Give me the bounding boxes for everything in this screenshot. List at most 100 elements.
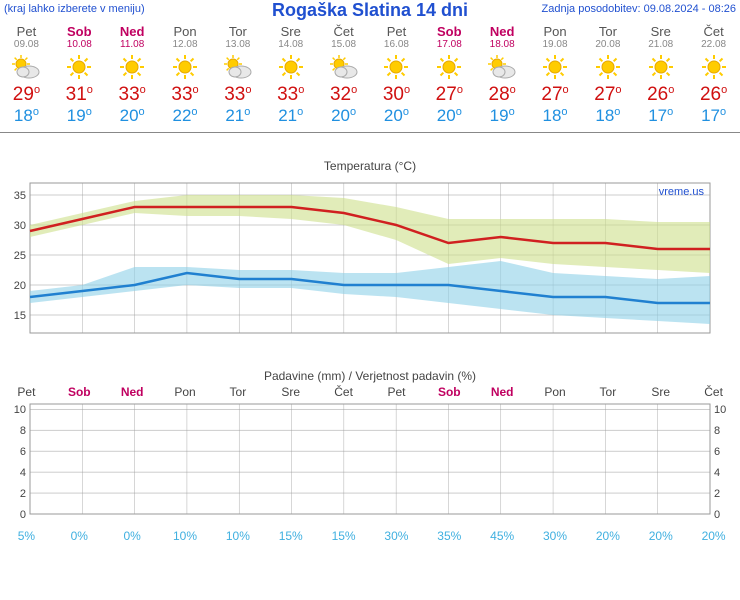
precip-probability: 20%: [687, 529, 740, 543]
svg-text:6: 6: [20, 446, 26, 458]
high-temp: 33o: [106, 84, 159, 106]
day-date: 09.08: [0, 39, 53, 50]
forecast-row: Pet09.0829o18oSob10.0831o19oNed11.0833o2…: [0, 22, 740, 133]
day-date: 15.08: [317, 39, 370, 50]
day-date: 18.08: [476, 39, 529, 50]
day-name: Čet: [317, 24, 370, 39]
sun-cloud-icon: [211, 50, 264, 84]
day-date: 19.08: [529, 39, 582, 50]
low-temp: 18o: [529, 106, 582, 126]
day-date: 12.08: [159, 39, 212, 50]
precip-probability: 10%: [159, 529, 212, 543]
precip-probability: 30%: [370, 529, 423, 543]
sun-icon: [53, 50, 106, 84]
high-temp: 33o: [264, 84, 317, 106]
svg-text:25: 25: [14, 250, 26, 262]
precip-probability: 45%: [476, 529, 529, 543]
precip-probability: 20%: [634, 529, 687, 543]
precip-probability: 20%: [581, 529, 634, 543]
day-name: Pet: [370, 24, 423, 39]
day-date: 21.08: [634, 39, 687, 50]
day-col: Ned18.0828o19o: [476, 22, 529, 132]
high-temp: 31o: [53, 84, 106, 106]
precip-day-label: Tor: [581, 385, 634, 399]
day-date: 22.08: [687, 39, 740, 50]
precip-probability: 10%: [211, 529, 264, 543]
day-col: Sre14.0833o21o: [264, 22, 317, 132]
precip-day-label: Čet: [687, 385, 740, 399]
precip-day-label: Pet: [0, 385, 53, 399]
low-temp: 18o: [581, 106, 634, 126]
precip-days-row: PetSobNedPonTorSreČetPetSobNedPonTorSreČ…: [0, 385, 740, 399]
low-temp: 19o: [53, 106, 106, 126]
precip-day-label: Sre: [264, 385, 317, 399]
svg-text:10: 10: [714, 404, 726, 416]
high-temp: 27o: [423, 84, 476, 106]
sun-icon: [423, 50, 476, 84]
svg-text:2: 2: [714, 488, 720, 500]
sun-icon: [581, 50, 634, 84]
svg-text:2: 2: [20, 488, 26, 500]
precip-day-label: Sob: [53, 385, 106, 399]
day-col: Ned11.0833o20o: [106, 22, 159, 132]
day-col: Sre21.0826o17o: [634, 22, 687, 132]
svg-text:30: 30: [14, 220, 26, 232]
day-name: Čet: [687, 24, 740, 39]
day-col: Pon19.08 27o18o: [529, 22, 582, 132]
precip-day-label: Pet: [370, 385, 423, 399]
precip-day-label: Pon: [159, 385, 212, 399]
day-col: Čet22.0826o17o: [687, 22, 740, 132]
precip-chart-title: Padavine (mm) / Verjetnost padavin (%): [0, 369, 740, 383]
svg-text:vreme.us: vreme.us: [659, 186, 705, 198]
high-temp: 26o: [634, 84, 687, 106]
high-temp: 33o: [159, 84, 212, 106]
day-date: 20.08: [581, 39, 634, 50]
precip-probability: 15%: [317, 529, 370, 543]
precip-probability: 0%: [53, 529, 106, 543]
day-name: Pon: [529, 24, 582, 39]
high-temp: 33o: [211, 84, 264, 106]
svg-text:0: 0: [20, 509, 26, 521]
day-name: Ned: [106, 24, 159, 39]
day-col: Sob17.0827o20o: [423, 22, 476, 132]
day-date: 16.08: [370, 39, 423, 50]
precip-day-label: Tor: [211, 385, 264, 399]
sun-icon: [529, 50, 582, 84]
menu-note: (kraj lahko izberete v meniju): [4, 3, 145, 15]
day-col: Sob10.0831o19o: [53, 22, 106, 132]
sun-cloud-icon: [317, 50, 370, 84]
day-name: Sre: [264, 24, 317, 39]
probability-row: 5%0%0%10%10%15%15%30%35%45%30%20%20%20%: [0, 529, 740, 543]
day-col: Pet09.0829o18o: [0, 22, 53, 132]
day-date: 10.08: [53, 39, 106, 50]
header: (kraj lahko izberete v meniju) Rogaška S…: [0, 0, 740, 22]
svg-text:10: 10: [14, 404, 26, 416]
precip-day-label: Čet: [317, 385, 370, 399]
sun-icon: [634, 50, 687, 84]
low-temp: 21o: [264, 106, 317, 126]
day-name: Pet: [0, 24, 53, 39]
sun-cloud-icon: [0, 50, 53, 84]
low-temp: 20o: [317, 106, 370, 126]
precip-day-label: Pon: [529, 385, 582, 399]
svg-text:8: 8: [714, 425, 720, 437]
day-col: Čet15.0832o20o: [317, 22, 370, 132]
precip-probability: 35%: [423, 529, 476, 543]
day-name: Tor: [581, 24, 634, 39]
svg-text:8: 8: [20, 425, 26, 437]
day-col: Tor13.0833o21o: [211, 22, 264, 132]
sun-icon: [264, 50, 317, 84]
svg-text:4: 4: [714, 467, 720, 479]
low-temp: 20o: [370, 106, 423, 126]
high-temp: 26o: [687, 84, 740, 106]
svg-text:20: 20: [14, 280, 26, 292]
low-temp: 20o: [106, 106, 159, 126]
day-date: 13.08: [211, 39, 264, 50]
low-temp: 21o: [211, 106, 264, 126]
precip-probability: 0%: [106, 529, 159, 543]
day-col: Pet16.0830o20o: [370, 22, 423, 132]
svg-text:35: 35: [14, 190, 26, 202]
high-temp: 27o: [529, 84, 582, 106]
temperature-chart: 1520253035vreme.us: [0, 173, 740, 343]
day-name: Sre: [634, 24, 687, 39]
